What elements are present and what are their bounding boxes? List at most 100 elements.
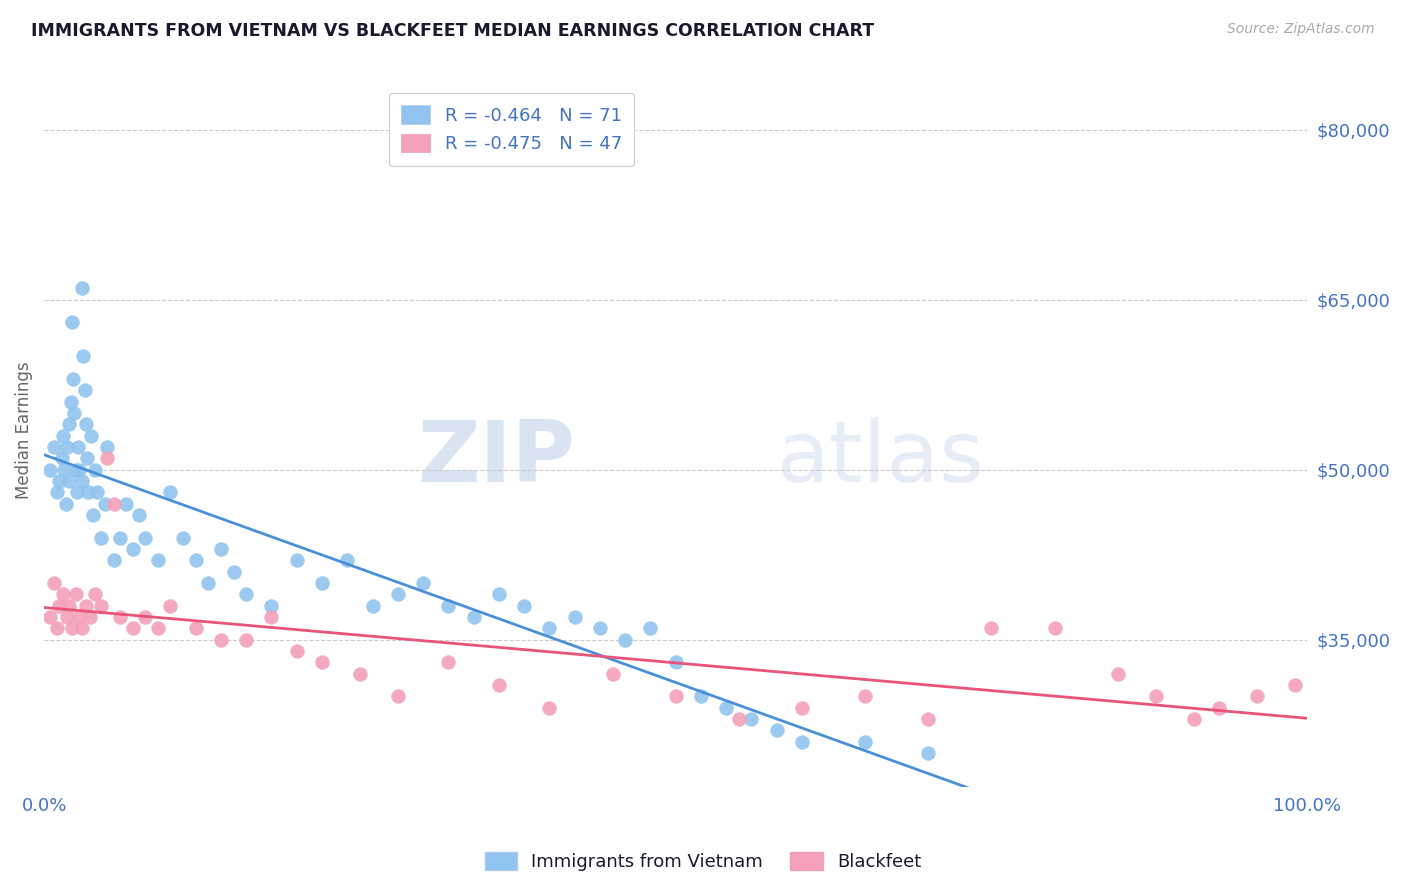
Point <box>311 655 333 669</box>
Point <box>790 734 813 748</box>
Point <box>108 531 131 545</box>
Point <box>58 474 80 488</box>
Y-axis label: Median Earnings: Median Earnings <box>15 361 32 499</box>
Point <box>665 689 688 703</box>
Point <box>1182 712 1205 726</box>
Point <box>134 610 156 624</box>
Point <box>311 575 333 590</box>
Point <box>853 734 876 748</box>
Point <box>412 575 434 590</box>
Point <box>740 712 762 726</box>
Point <box>75 599 97 613</box>
Point <box>602 666 624 681</box>
Point <box>83 587 105 601</box>
Point <box>121 541 143 556</box>
Point <box>39 462 62 476</box>
Point <box>45 485 67 500</box>
Point <box>488 678 510 692</box>
Point <box>39 610 62 624</box>
Point <box>67 440 90 454</box>
Point <box>73 384 96 398</box>
Point <box>1043 621 1066 635</box>
Point <box>86 485 108 500</box>
Point <box>51 451 73 466</box>
Point <box>69 610 91 624</box>
Point <box>917 712 939 726</box>
Point <box>665 655 688 669</box>
Point <box>387 689 409 703</box>
Point <box>690 689 713 703</box>
Text: IMMIGRANTS FROM VIETNAM VS BLACKFEET MEDIAN EARNINGS CORRELATION CHART: IMMIGRANTS FROM VIETNAM VS BLACKFEET MED… <box>31 22 875 40</box>
Point <box>361 599 384 613</box>
Point <box>82 508 104 522</box>
Text: atlas: atlas <box>776 417 984 500</box>
Point <box>108 610 131 624</box>
Point <box>103 497 125 511</box>
Point <box>66 485 89 500</box>
Point <box>853 689 876 703</box>
Point <box>63 406 86 420</box>
Point <box>209 541 232 556</box>
Point <box>184 553 207 567</box>
Point <box>222 565 245 579</box>
Point <box>790 700 813 714</box>
Point <box>159 485 181 500</box>
Point <box>90 599 112 613</box>
Point <box>44 440 66 454</box>
Point <box>285 644 308 658</box>
Point <box>235 632 257 647</box>
Point <box>1208 700 1230 714</box>
Point <box>917 746 939 760</box>
Point <box>48 599 70 613</box>
Legend: Immigrants from Vietnam, Blackfeet: Immigrants from Vietnam, Blackfeet <box>477 845 929 879</box>
Point <box>184 621 207 635</box>
Point <box>437 655 460 669</box>
Point <box>52 587 75 601</box>
Point <box>1284 678 1306 692</box>
Point <box>65 587 87 601</box>
Point <box>72 349 94 363</box>
Point <box>75 417 97 432</box>
Point <box>235 587 257 601</box>
Text: ZIP: ZIP <box>418 417 575 500</box>
Point <box>1246 689 1268 703</box>
Point <box>103 553 125 567</box>
Point <box>285 553 308 567</box>
Point <box>513 599 536 613</box>
Point <box>564 610 586 624</box>
Point <box>52 428 75 442</box>
Point <box>69 462 91 476</box>
Point <box>70 621 93 635</box>
Point <box>60 315 83 329</box>
Point <box>121 621 143 635</box>
Point <box>80 428 103 442</box>
Point <box>56 610 79 624</box>
Point <box>640 621 662 635</box>
Point <box>159 599 181 613</box>
Point <box>488 587 510 601</box>
Point <box>260 610 283 624</box>
Point <box>53 462 76 476</box>
Point <box>614 632 637 647</box>
Point <box>349 666 371 681</box>
Point <box>90 531 112 545</box>
Point <box>538 700 561 714</box>
Point <box>437 599 460 613</box>
Point <box>197 575 219 590</box>
Point <box>336 553 359 567</box>
Point <box>70 474 93 488</box>
Point <box>387 587 409 601</box>
Point <box>716 700 738 714</box>
Point <box>96 451 118 466</box>
Point <box>58 417 80 432</box>
Point <box>128 508 150 522</box>
Point <box>1107 666 1129 681</box>
Point <box>65 462 87 476</box>
Point <box>115 497 138 511</box>
Point <box>48 474 70 488</box>
Point <box>60 621 83 635</box>
Point <box>209 632 232 647</box>
Point <box>463 610 485 624</box>
Point <box>260 599 283 613</box>
Point <box>146 621 169 635</box>
